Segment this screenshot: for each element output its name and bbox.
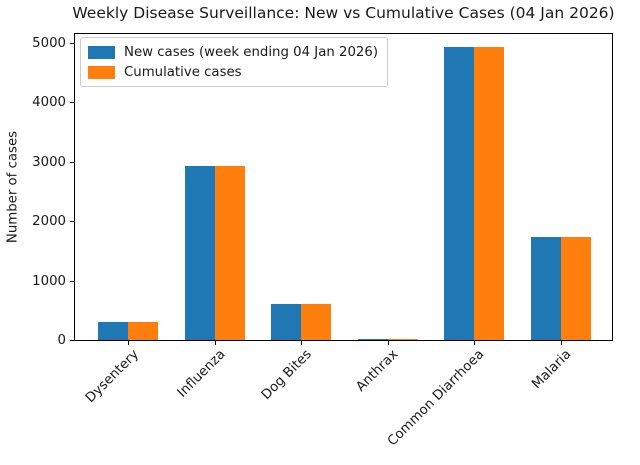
- bar-new-common-diarrhoea: [444, 47, 474, 341]
- chart-title: Weekly Disease Surveillance: New vs Cumu…: [72, 4, 615, 22]
- y-tick-label: 1000: [32, 274, 66, 289]
- y-tick-label: 3000: [32, 155, 66, 170]
- x-tick-mark: [215, 341, 216, 345]
- legend-label: New cases (week ending 04 Jan 2026): [124, 44, 379, 60]
- y-tick-label: 5000: [32, 36, 66, 51]
- x-tick-mark: [128, 341, 129, 345]
- legend-swatch-icon: [88, 65, 115, 79]
- legend-label: Cumulative cases: [124, 64, 242, 80]
- bar-new-influenza: [185, 166, 215, 341]
- legend: New cases (week ending 04 Jan 2026) Cumul…: [80, 37, 389, 87]
- bar-cumulative-dysentery: [128, 322, 158, 341]
- y-tick-mark: [70, 281, 74, 282]
- x-tick-mark: [301, 341, 302, 345]
- plot-area: [74, 33, 613, 341]
- x-tick-mark: [474, 341, 475, 345]
- bar-new-dog-bites: [271, 304, 301, 341]
- y-tick-mark: [70, 162, 74, 163]
- y-tick-mark: [70, 340, 74, 341]
- bar-cumulative-dog-bites: [301, 304, 331, 341]
- x-tick-mark: [561, 341, 562, 345]
- y-tick-mark: [70, 43, 74, 44]
- legend-swatch-icon: [88, 45, 115, 59]
- y-tick-label: 2000: [32, 214, 66, 229]
- y-tick-mark: [70, 102, 74, 103]
- legend-entry: New cases (week ending 04 Jan 2026): [88, 42, 378, 62]
- bar-cumulative-influenza: [215, 166, 245, 341]
- bar-cumulative-malaria: [561, 237, 591, 341]
- bar-new-dysentery: [98, 322, 128, 341]
- y-tick-mark: [70, 221, 74, 222]
- y-tick-label: 0: [57, 333, 66, 348]
- bar-new-malaria: [531, 237, 561, 341]
- y-tick-label: 4000: [32, 95, 66, 110]
- x-tick-mark: [388, 341, 389, 345]
- bar-cumulative-common-diarrhoea: [474, 47, 504, 341]
- legend-entry: Cumulative cases: [88, 62, 378, 82]
